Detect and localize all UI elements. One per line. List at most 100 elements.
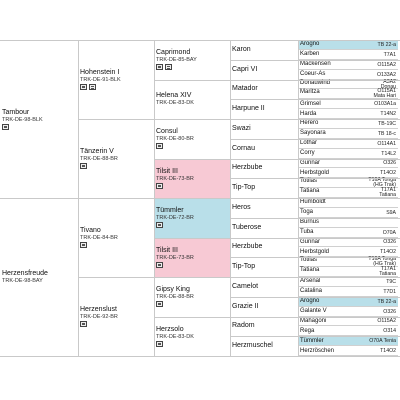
- photo-icon[interactable]: [80, 321, 87, 327]
- pedigree-horse-gen4[interactable]: Herzbube: [230, 159, 298, 179]
- pedigree-horse-gen4[interactable]: Herzbube: [230, 238, 298, 258]
- pedigree-horse-gen5[interactable]: Coeur-As O133A2: [298, 70, 398, 80]
- photo-icon[interactable]: [156, 182, 163, 189]
- pedigree-horse-gen5[interactable]: Galante V O326: [298, 307, 398, 317]
- photo-icon[interactable]: [156, 222, 163, 229]
- pedigree-horse-gen5[interactable]: Arogno TB 22-a: [298, 40, 398, 50]
- photo-icon[interactable]: [80, 84, 87, 90]
- pedigree-horse-gen5[interactable]: Gunnar O326: [298, 238, 398, 248]
- pedigree-horse-gen1[interactable]: Herzensfreude TRK-DE-98-BAY: [0, 198, 78, 356]
- photo-icon[interactable]: [80, 242, 87, 248]
- pedigree-horse-gen3[interactable]: Tilsit III TRK-DE-73-BR: [154, 237, 230, 277]
- pedigree-horse-gen5[interactable]: Catalina T7D1: [298, 287, 398, 297]
- horse-name[interactable]: Tambour: [2, 108, 30, 116]
- horse-name[interactable]: Arogno: [300, 298, 320, 305]
- horse-name[interactable]: Swazi: [232, 124, 251, 132]
- pedigree-horse-gen5[interactable]: Tümmler O70A Tenia: [298, 336, 398, 347]
- horse-name[interactable]: Tänzerin V: [80, 148, 114, 155]
- pedigree-horse-gen5[interactable]: Tatiana T17A1 Tatiana: [298, 188, 398, 198]
- photo-icon[interactable]: [156, 340, 163, 347]
- horse-name[interactable]: Arsenal: [300, 278, 321, 285]
- horse-name[interactable]: Helena XIV: [156, 92, 192, 100]
- pedigree-horse-gen3[interactable]: Tümmler TRK-DE-72-BR: [154, 198, 230, 238]
- pedigree-horse-gen4[interactable]: Tip-Top: [230, 257, 298, 277]
- horse-name[interactable]: Heros: [232, 203, 251, 211]
- photo-icon[interactable]: [156, 301, 163, 308]
- pedigree-horse-gen5[interactable]: Donauwind A3A2 Donau: [298, 79, 398, 90]
- pedigree-horse-gen5[interactable]: Humboldt: [298, 198, 398, 208]
- pedigree-horse-gen3[interactable]: Consul TRK-DE-80-BR: [154, 119, 230, 159]
- horse-name[interactable]: Herzsolo: [156, 325, 184, 333]
- horse-name[interactable]: Maritza: [300, 89, 320, 96]
- horse-name[interactable]: Karben: [300, 51, 320, 58]
- horse-name[interactable]: Herzbube: [232, 164, 263, 172]
- horse-name[interactable]: Herzmuschel: [232, 342, 273, 350]
- horse-name[interactable]: Harda: [300, 110, 317, 117]
- pedigree-horse-gen4[interactable]: Tip-Top: [230, 178, 298, 198]
- photo-icon[interactable]: [156, 64, 163, 71]
- horse-name[interactable]: Donauwind: [300, 79, 331, 86]
- pedigree-horse-gen5[interactable]: Mackensen O115A2: [298, 60, 398, 70]
- pedigree-horse-gen5[interactable]: Arsenal T9C: [298, 277, 398, 287]
- horse-name[interactable]: Coeur-As: [300, 71, 326, 78]
- horse-name[interactable]: Tilsit III: [156, 167, 178, 175]
- horse-name[interactable]: Humboldt: [300, 199, 326, 206]
- horse-name[interactable]: Mackensen: [300, 61, 331, 68]
- pedigree-horse-gen5[interactable]: Herero TB-19C: [298, 119, 398, 129]
- horse-name[interactable]: Sayonara: [300, 130, 326, 137]
- pedigree-horse-gen3[interactable]: Gipsy King TRK-DE-88-BR: [154, 277, 230, 317]
- pedigree-horse-gen4[interactable]: Herzmuschel: [230, 336, 298, 356]
- horse-name[interactable]: Gunnar: [300, 238, 321, 245]
- pedigree-horse-gen5[interactable]: Toga S9A: [298, 208, 398, 218]
- pedigree-horse-gen3[interactable]: Herzsolo TRK-DE-83-DK: [154, 317, 230, 357]
- horse-name[interactable]: Cornau: [232, 144, 255, 152]
- pedigree-horse-gen4[interactable]: Heros: [230, 198, 298, 218]
- horse-name[interactable]: Catalina: [300, 288, 323, 295]
- pedigree-horse-gen5[interactable]: Maritza O115A1 Mata Hari: [298, 89, 398, 100]
- horse-name[interactable]: Tümmler: [300, 337, 324, 344]
- horse-name[interactable]: Caprimond: [156, 49, 191, 57]
- pedigree-horse-gen4[interactable]: Radom: [230, 317, 298, 337]
- horse-name[interactable]: Consul: [156, 128, 178, 136]
- horse-name[interactable]: Herzensfreude: [2, 270, 48, 277]
- horse-name[interactable]: Tivano: [80, 227, 101, 234]
- horse-name[interactable]: Tilsit III: [156, 246, 178, 254]
- pedigree-horse-gen5[interactable]: Totilas T16A Tonga (HG Trak): [298, 178, 398, 189]
- horse-name[interactable]: Harpune II: [232, 105, 265, 113]
- pedigree-horse-gen2[interactable]: Tivano TRK-DE-84-BR: [78, 198, 154, 277]
- photo-icon[interactable]: [156, 143, 163, 150]
- horse-name[interactable]: Tümmler: [156, 207, 184, 215]
- horse-name[interactable]: Tatiana: [300, 188, 320, 195]
- pedigree-horse-gen2[interactable]: Herzenslust TRK-DE-92-BR: [78, 277, 154, 356]
- pedigree-horse-gen5[interactable]: Karben T7A1: [298, 50, 398, 60]
- pedigree-horse-gen5[interactable]: Herbstgold T14O2: [298, 168, 398, 179]
- horse-name[interactable]: Karon: [232, 45, 251, 53]
- horse-name[interactable]: Herero: [300, 120, 319, 127]
- photo-icon[interactable]: [2, 123, 9, 130]
- pedigree-horse-gen3[interactable]: Caprimond TRK-DE-85-BAY: [154, 40, 230, 80]
- pedigree-horse-gen2[interactable]: Tänzerin V TRK-DE-88-BR: [78, 119, 154, 198]
- horse-name[interactable]: Tuba: [300, 229, 314, 236]
- horse-name[interactable]: Herzenslust: [80, 306, 117, 313]
- horse-name[interactable]: Grazie II: [232, 302, 259, 310]
- horse-name[interactable]: Herzbube: [232, 243, 263, 251]
- pedigree-horse-gen5[interactable]: Sayonara TB 18-c: [298, 129, 398, 139]
- horse-name[interactable]: Totilas: [300, 178, 318, 185]
- horse-name[interactable]: Toga: [300, 209, 314, 216]
- pedigree-horse-gen5[interactable]: Arogno TB 22-a: [298, 296, 398, 307]
- horse-name[interactable]: Tuberose: [232, 223, 262, 231]
- document-icon[interactable]: [165, 64, 172, 71]
- horse-name[interactable]: Tip-Top: [232, 263, 256, 271]
- horse-name[interactable]: Herzröschen: [300, 347, 335, 354]
- pedigree-horse-gen4[interactable]: Karon: [230, 40, 298, 60]
- horse-name[interactable]: Grimsel: [300, 100, 321, 107]
- horse-name[interactable]: Lothar: [300, 140, 318, 147]
- horse-name[interactable]: Rega: [300, 327, 315, 334]
- pedigree-horse-gen4[interactable]: Cornau: [230, 139, 298, 159]
- pedigree-horse-gen4[interactable]: Grazie II: [230, 297, 298, 317]
- horse-name[interactable]: Radom: [232, 322, 255, 330]
- pedigree-horse-gen5[interactable]: Burnus: [298, 218, 398, 228]
- pedigree-horse-gen4[interactable]: Camelot: [230, 277, 298, 297]
- pedigree-horse-gen5[interactable]: Herzröschen T14O2: [298, 346, 398, 356]
- pedigree-horse-gen1[interactable]: Tambour TRK-DE-98-BLK: [0, 40, 78, 198]
